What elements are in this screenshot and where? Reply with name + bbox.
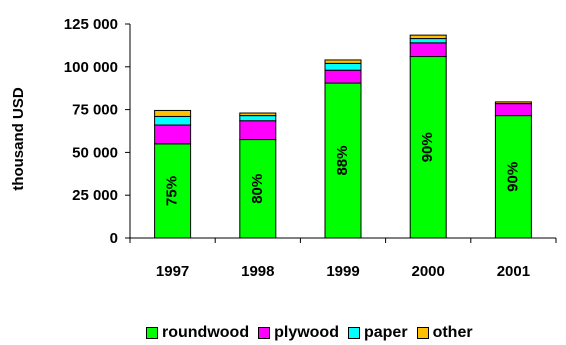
x-tick-label: 1997 bbox=[156, 263, 189, 280]
bar-segment-paper bbox=[239, 115, 277, 122]
y-tick-label: 25 000 bbox=[72, 187, 118, 204]
legend-swatch bbox=[146, 327, 158, 339]
y-tick-label: 75 000 bbox=[72, 102, 118, 119]
bar-segment-paper bbox=[324, 62, 362, 71]
bar-segment-other bbox=[494, 101, 532, 105]
bar-percent-label: 88% bbox=[334, 146, 351, 176]
bar-segment-roundwood bbox=[324, 82, 362, 239]
legend-label: plywood bbox=[274, 324, 339, 341]
bar-segment-plywood bbox=[239, 120, 277, 141]
y-tick-label: 125 000 bbox=[64, 16, 118, 33]
x-axis: 1997 1998 1999 2000 2001 bbox=[129, 237, 557, 280]
y-axis: 0 25 000 50 000 75 000 100 000 125 000 bbox=[64, 16, 131, 247]
x-tick-label: 2000 bbox=[412, 263, 445, 280]
bar-percent-label: 90% bbox=[419, 132, 436, 162]
bar-segment-roundwood bbox=[239, 139, 277, 239]
bar-segment-paper bbox=[154, 115, 192, 126]
legend-item-roundwood: roundwood bbox=[146, 324, 249, 342]
bar-percent-label: 80% bbox=[249, 174, 266, 204]
legend-item-paper: paper bbox=[347, 324, 408, 342]
x-tick-label: 1998 bbox=[241, 263, 274, 280]
bar-segment-roundwood bbox=[409, 56, 447, 239]
stacked-bar-chart: 0 25 000 50 000 75 000 100 000 125 000 75% 80%… bbox=[10, 16, 557, 280]
x-tick-label: 2001 bbox=[497, 263, 530, 280]
bar-percent-label: 75% bbox=[164, 176, 181, 206]
bar-segment-other bbox=[409, 34, 447, 40]
legend: roundwood plywood paper other bbox=[146, 322, 482, 344]
bar-segment-plywood bbox=[494, 103, 532, 117]
bar-segment-paper bbox=[409, 38, 447, 44]
legend-label: paper bbox=[363, 324, 408, 341]
legend-label: roundwood bbox=[162, 324, 250, 341]
bars: 75% 80% 88% 90% 90% bbox=[154, 34, 532, 239]
y-tick-label: 0 bbox=[110, 230, 118, 247]
y-tick-label: 100 000 bbox=[64, 59, 118, 76]
x-tick-label: 1999 bbox=[326, 263, 359, 280]
bar-segment-roundwood bbox=[494, 115, 532, 239]
bar-segment-other bbox=[154, 109, 192, 117]
y-axis-title: thousand USD bbox=[10, 87, 27, 190]
bar-segment-other bbox=[239, 112, 277, 117]
legend-item-other: other bbox=[416, 324, 473, 342]
bar-segment-plywood bbox=[409, 42, 447, 58]
bar-segment-plywood bbox=[154, 124, 192, 145]
legend-swatch bbox=[416, 327, 429, 339]
legend-swatch bbox=[258, 327, 271, 339]
bar-segment-plywood bbox=[324, 69, 362, 84]
legend-item-plywood: plywood bbox=[258, 324, 339, 342]
bar-segment-other bbox=[324, 59, 362, 64]
bar-percent-label: 90% bbox=[504, 162, 521, 192]
legend-label: other bbox=[432, 324, 473, 341]
y-tick-label: 50 000 bbox=[72, 144, 118, 161]
legend-swatch bbox=[347, 327, 360, 339]
